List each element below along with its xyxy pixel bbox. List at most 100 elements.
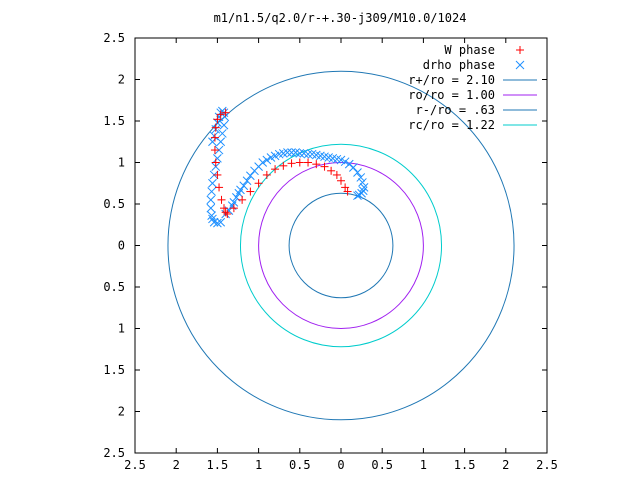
y-tick-label-1: 2 — [118, 73, 125, 87]
data-point-s0-1 — [221, 208, 230, 217]
legend-label-1: drho phase — [423, 58, 495, 72]
data-point-s0-19 — [279, 161, 288, 170]
data-point-s1-44 — [213, 218, 222, 228]
data-point-s0-12 — [221, 108, 230, 117]
y-tick-label-10: 2.5 — [103, 446, 125, 460]
x-tick-label-3: 1 — [255, 458, 262, 472]
data-point-s1-47 — [207, 211, 216, 220]
data-point-s1-42 — [353, 191, 362, 201]
circle-series-4 — [288, 192, 394, 299]
legend-label-3: ro/ro = 1.00 — [408, 88, 495, 102]
data-points — [206, 106, 369, 228]
data-point-s1-49 — [206, 195, 216, 205]
legend-swatch-1 — [515, 60, 525, 70]
circle-series-3 — [258, 162, 424, 329]
legend-label-5: rc/ro = 1.22 — [408, 118, 495, 132]
y-tick-label-5: 0 — [118, 239, 125, 253]
y-tick-label-8: 1.5 — [103, 363, 125, 377]
x-tick-label-0: 2.5 — [124, 458, 146, 472]
legend-label-2: r+/ro = 2.10 — [408, 73, 495, 87]
x-tick-label-5: 0 — [337, 458, 344, 472]
data-point-s0-25 — [327, 166, 336, 175]
data-point-s1-53 — [211, 162, 221, 172]
x-tick-label-2: 1.5 — [207, 458, 229, 472]
data-point-s1-32 — [340, 157, 350, 167]
data-point-s0-4 — [215, 183, 224, 192]
x-tick-label-7: 1 — [420, 458, 427, 472]
y-tick-label-3: 1 — [118, 156, 125, 170]
circle-series-2 — [167, 70, 515, 421]
data-point-s1-23 — [303, 149, 313, 159]
data-point-s1-8 — [242, 176, 252, 186]
data-point-s1-37 — [358, 178, 367, 187]
data-point-s0-2 — [219, 204, 228, 213]
data-point-s1-38 — [359, 183, 369, 192]
x-tick-label-6: 0.5 — [371, 458, 393, 472]
x-tick-label-9: 2 — [502, 458, 509, 472]
data-point-s0-26 — [332, 170, 341, 179]
data-point-s1-3 — [229, 197, 239, 207]
data-point-s0-8 — [210, 133, 219, 142]
data-point-s1-43 — [216, 217, 226, 227]
data-point-s1-18 — [283, 148, 292, 157]
x-tick-label-1: 2 — [173, 458, 180, 472]
circle-series-5 — [239, 143, 443, 348]
data-point-s0-20 — [287, 159, 296, 168]
legend-label-0: W phase — [444, 43, 495, 57]
data-point-s0-27 — [337, 176, 345, 185]
data-point-s1-54 — [213, 153, 222, 163]
data-point-s1-9 — [246, 171, 255, 181]
y-tick-label-7: 1 — [118, 322, 125, 336]
data-point-s0-0 — [223, 209, 232, 218]
legend-label-4: r-/ro = .63 — [416, 103, 495, 117]
data-point-s1-66 — [209, 131, 219, 141]
data-point-s1-6 — [236, 185, 245, 195]
data-point-s1-48 — [206, 203, 216, 213]
data-point-s0-23 — [312, 160, 321, 169]
data-point-s0-24 — [320, 162, 329, 171]
chart-title: m1/n1.5/q2.0/r-+.30-j309/M10.0/1024 — [214, 11, 467, 25]
y-tick-label-9: 2 — [118, 405, 125, 419]
x-tick-label-4: 0.5 — [289, 458, 311, 472]
data-point-s0-6 — [211, 158, 220, 167]
data-point-s0-9 — [211, 123, 220, 132]
data-point-s1-7 — [239, 181, 249, 191]
data-point-s0-13 — [229, 204, 238, 213]
y-tick-label-6: 0.5 — [103, 280, 125, 294]
data-point-s0-16 — [254, 179, 263, 188]
data-point-s1-36 — [356, 173, 366, 182]
data-point-s0-5 — [213, 170, 222, 179]
data-point-s1-19 — [287, 148, 296, 157]
data-point-s1-33 — [344, 159, 354, 169]
data-point-s1-34 — [349, 163, 358, 172]
data-point-s1-13 — [262, 155, 272, 165]
data-point-s1-55 — [214, 145, 224, 155]
data-point-s0-10 — [213, 115, 222, 124]
data-point-s0-28 — [341, 183, 350, 192]
data-point-s0-17 — [262, 170, 271, 179]
data-point-s0-3 — [217, 195, 226, 204]
data-point-s1-40 — [357, 188, 366, 198]
data-point-s1-35 — [353, 168, 362, 177]
data-point-s1-58 — [219, 120, 229, 130]
x-tick-label-8: 1.5 — [454, 458, 476, 472]
x-tick-label-10: 2.5 — [536, 458, 558, 472]
data-point-s0-21 — [295, 158, 304, 167]
data-point-s0-7 — [210, 146, 219, 155]
data-point-s1-41 — [354, 190, 364, 200]
y-tick-label-4: 0.5 — [103, 197, 125, 211]
y-tick-label-0: 2.5 — [103, 31, 125, 45]
y-tick-label-2: 1.5 — [103, 114, 125, 128]
data-point-s1-56 — [216, 137, 226, 147]
axis-ticks: 2.5 2 1.5 1 0.5 0 0.5 1 1.5 2 2.52.521.510.500.511… — [103, 31, 558, 472]
data-point-s0-22 — [304, 158, 313, 167]
data-point-s1-57 — [217, 129, 227, 138]
data-point-s1-12 — [258, 158, 268, 167]
data-point-s0-18 — [271, 165, 280, 174]
data-point-s1-50 — [207, 187, 216, 196]
data-point-s1-21 — [295, 149, 305, 158]
data-point-s1-46 — [208, 214, 217, 224]
data-point-s0-14 — [238, 195, 247, 204]
data-point-s0-15 — [246, 187, 255, 196]
